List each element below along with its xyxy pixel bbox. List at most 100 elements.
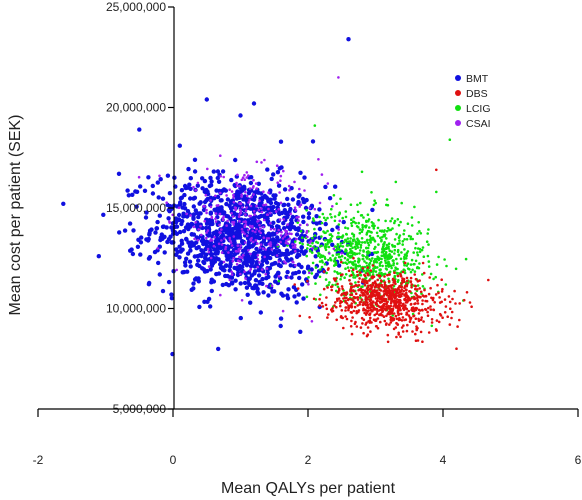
data-point-csai bbox=[259, 231, 263, 235]
data-point-dbs bbox=[394, 326, 398, 329]
data-point-lcig bbox=[375, 260, 379, 264]
data-point-dbs bbox=[440, 278, 444, 282]
data-point-lcig bbox=[400, 251, 403, 254]
data-point-dbs bbox=[362, 281, 366, 284]
data-point-bmt bbox=[300, 196, 306, 202]
data-point-lcig bbox=[393, 238, 397, 241]
data-point-lcig bbox=[384, 259, 387, 262]
data-point-bmt bbox=[233, 278, 238, 283]
data-point-csai bbox=[192, 185, 195, 189]
data-point-lcig bbox=[362, 250, 365, 253]
data-point-bmt bbox=[279, 291, 284, 296]
data-point-csai bbox=[240, 299, 244, 302]
data-point-lcig bbox=[435, 190, 438, 194]
data-point-dbs bbox=[318, 297, 321, 301]
data-point-lcig bbox=[346, 227, 350, 230]
data-point-lcig bbox=[416, 284, 420, 287]
data-point-bmt bbox=[272, 289, 277, 294]
data-point-lcig bbox=[371, 270, 375, 273]
data-point-bmt bbox=[169, 292, 174, 297]
data-point-bmt bbox=[215, 245, 220, 251]
data-point-dbs bbox=[337, 287, 341, 291]
data-point-bmt bbox=[220, 169, 226, 174]
data-point-dbs bbox=[363, 289, 367, 292]
data-point-dbs bbox=[404, 318, 408, 321]
data-point-bmt bbox=[192, 169, 198, 174]
data-point-bmt bbox=[198, 200, 203, 205]
data-point-dbs bbox=[369, 284, 373, 287]
data-point-bmt bbox=[183, 185, 188, 191]
data-point-dbs bbox=[361, 293, 365, 296]
data-point-dbs bbox=[419, 330, 423, 334]
data-point-lcig bbox=[416, 232, 419, 235]
data-point-lcig bbox=[403, 229, 406, 232]
data-point-bmt bbox=[330, 242, 335, 247]
data-point-bmt bbox=[262, 207, 267, 212]
data-point-lcig bbox=[374, 258, 378, 262]
data-point-bmt bbox=[294, 232, 300, 237]
data-point-dbs bbox=[450, 316, 453, 320]
data-point-lcig bbox=[419, 232, 423, 235]
data-point-csai bbox=[194, 221, 197, 224]
data-point-csai bbox=[248, 187, 252, 190]
data-point-dbs bbox=[413, 296, 416, 299]
data-point-csai bbox=[307, 283, 310, 286]
data-point-bmt bbox=[195, 183, 200, 188]
data-point-csai bbox=[220, 228, 223, 231]
data-point-lcig bbox=[332, 194, 336, 197]
data-point-bmt bbox=[314, 221, 319, 226]
data-point-bmt bbox=[300, 282, 305, 287]
data-point-csai bbox=[295, 237, 298, 241]
data-point-lcig bbox=[354, 267, 358, 270]
data-point-dbs bbox=[436, 283, 439, 287]
data-point-lcig bbox=[293, 240, 297, 243]
series-bmt bbox=[61, 37, 375, 357]
data-point-bmt bbox=[232, 225, 238, 231]
data-point-dbs bbox=[363, 283, 367, 287]
data-point-dbs bbox=[375, 302, 379, 306]
data-point-bmt bbox=[305, 266, 311, 271]
data-point-dbs bbox=[334, 301, 337, 304]
data-point-lcig bbox=[326, 243, 329, 246]
data-point-dbs bbox=[344, 315, 347, 318]
data-point-dbs bbox=[377, 293, 381, 297]
data-point-lcig bbox=[406, 222, 410, 225]
data-point-dbs bbox=[383, 284, 387, 288]
data-point-dbs bbox=[437, 320, 441, 324]
data-point-dbs bbox=[412, 314, 416, 318]
data-point-dbs bbox=[409, 318, 412, 321]
data-point-dbs bbox=[416, 302, 420, 305]
data-point-dbs bbox=[373, 290, 377, 294]
data-point-csai bbox=[165, 201, 168, 204]
data-point-dbs bbox=[393, 271, 396, 275]
data-point-dbs bbox=[421, 261, 425, 265]
data-point-lcig bbox=[361, 285, 364, 288]
data-point-csai bbox=[272, 227, 276, 231]
data-point-dbs bbox=[362, 318, 366, 322]
x-tick-label: -2 bbox=[33, 453, 44, 467]
data-point-dbs bbox=[350, 282, 353, 286]
data-point-lcig bbox=[358, 252, 361, 255]
data-point-lcig bbox=[301, 242, 304, 246]
data-point-dbs bbox=[413, 273, 417, 276]
data-point-lcig bbox=[350, 218, 353, 221]
data-point-lcig bbox=[362, 254, 365, 258]
data-point-bmt bbox=[216, 179, 222, 184]
data-point-dbs bbox=[416, 288, 419, 291]
data-point-lcig bbox=[345, 232, 348, 236]
data-point-lcig bbox=[323, 257, 327, 261]
data-point-bmt bbox=[196, 214, 201, 220]
data-point-csai bbox=[219, 154, 222, 157]
data-point-dbs bbox=[427, 292, 431, 296]
data-point-bmt bbox=[269, 262, 275, 267]
data-point-bmt bbox=[230, 281, 235, 286]
data-point-lcig bbox=[326, 229, 329, 233]
data-point-lcig bbox=[414, 246, 417, 250]
data-point-lcig bbox=[377, 258, 381, 262]
data-point-csai bbox=[247, 248, 250, 252]
data-point-lcig bbox=[316, 241, 320, 245]
data-point-lcig bbox=[363, 260, 366, 263]
data-point-dbs bbox=[401, 316, 405, 319]
data-point-bmt bbox=[269, 176, 274, 182]
data-point-csai bbox=[265, 267, 269, 270]
